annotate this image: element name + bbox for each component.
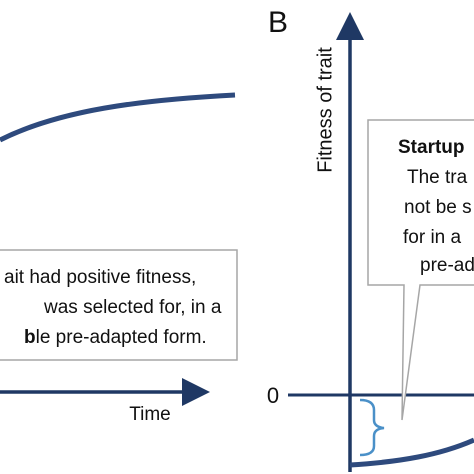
box-line: was selected for, in a (43, 297, 222, 318)
callout-box (367, 119, 474, 421)
box-line: not be s (404, 197, 472, 218)
bold-text: b (24, 327, 36, 348)
brace (359, 398, 385, 457)
fitness-curve (349, 437, 474, 468)
box-line: for in a (403, 227, 462, 248)
text: le pre-adapted form. (36, 327, 207, 348)
x-axis-label: Time (129, 404, 171, 425)
y-axis-label: Fitness of trait (314, 47, 336, 173)
box-line: pre-ad (420, 255, 474, 276)
zero-label: 0 (267, 383, 279, 408)
callout-box (0, 249, 238, 361)
box-line: The tra (407, 167, 468, 188)
box-line: ble pre-adapted form. (24, 327, 207, 348)
panel-label: B (268, 6, 288, 39)
fitness-curve (0, 92, 236, 143)
box-line: ait had positive fitness, (4, 267, 196, 288)
box-title: Startup (398, 137, 465, 158)
